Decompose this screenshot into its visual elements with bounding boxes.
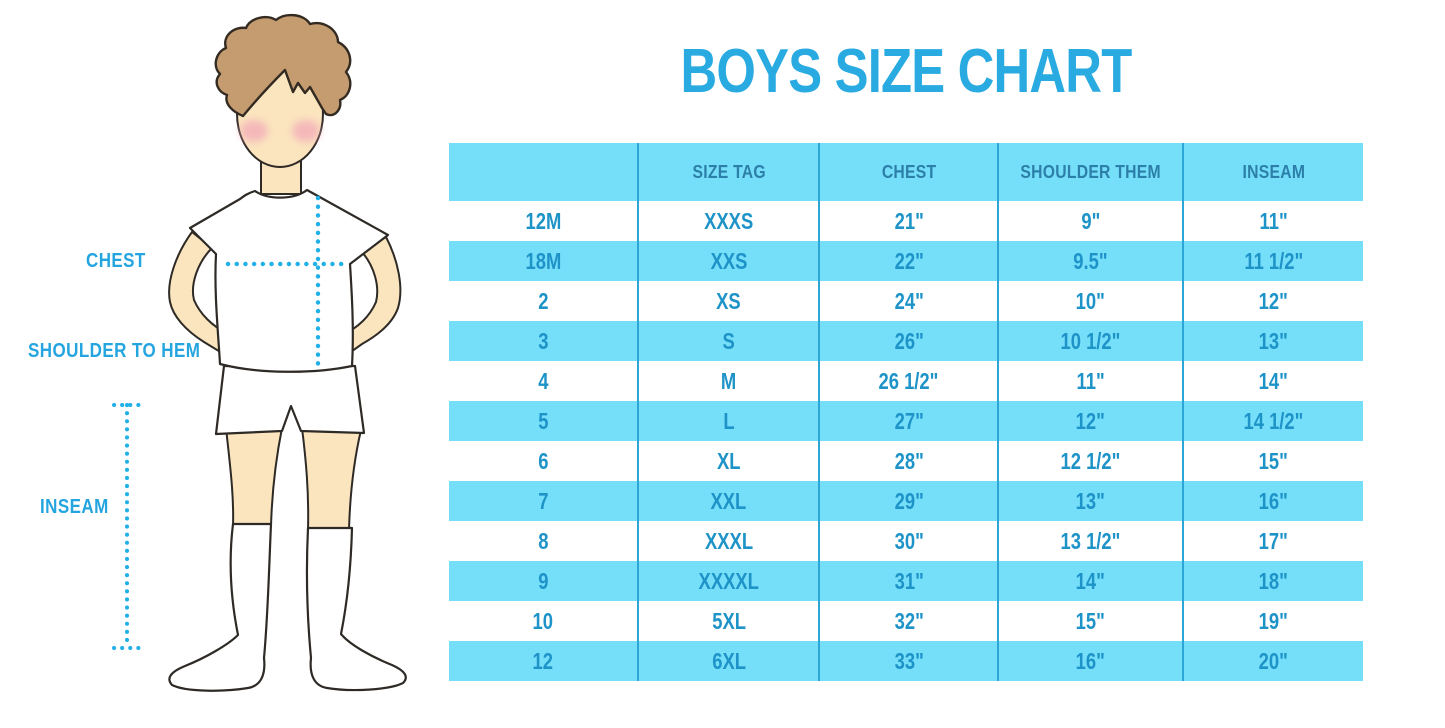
table-cell: 19" (1182, 601, 1363, 641)
table-cell: 17" (1182, 521, 1363, 561)
table-cell: 5XL (637, 601, 818, 641)
table-row: 12M XXXS 21" 9" 11" (449, 201, 1363, 241)
table-cell: XXXXL (637, 561, 818, 601)
table-cell: 4 (538, 367, 549, 394)
table-cell: 27" (818, 401, 997, 441)
table-row: 5 L 27" 12" 14 1/2" (449, 401, 1363, 441)
table-cell: 26 1/2" (818, 361, 997, 401)
header-cell: SIZE TAG (637, 143, 818, 201)
table-cell: 14" (1182, 361, 1363, 401)
table-cell: XXS (637, 241, 818, 281)
table-cell: 21" (818, 201, 997, 241)
table-cell: 11" (1182, 201, 1363, 241)
header-cell: SHOULDER THEM (997, 143, 1182, 201)
table-cell: 18" (1182, 561, 1363, 601)
table-cell: 10 (532, 607, 554, 634)
table-cell: 13" (1182, 321, 1363, 361)
table-cell: 26" (818, 321, 997, 361)
right-leg (300, 426, 363, 531)
table-cell: 33" (818, 641, 997, 681)
boy-figure-illustration (112, 13, 407, 692)
shoulder-to-hem-label: SHOULDER TO HEM (28, 340, 201, 362)
table-cell: 8 (538, 527, 549, 554)
table-row: 4 M 26 1/2" 11" 14" (449, 361, 1363, 401)
table-row: 9 XXXXL 31" 14" 18" (449, 561, 1363, 601)
table-row: 18M XXS 22" 9.5" 11 1/2" (449, 241, 1363, 281)
table-cell: 2 (538, 287, 549, 314)
table-cell: 9.5" (997, 241, 1182, 281)
shorts (214, 364, 366, 436)
header-cell-empty (449, 143, 637, 201)
table-cell: 11 1/2" (1182, 241, 1363, 281)
table-cell: 15" (997, 601, 1182, 641)
boy-figure-panel: CHEST SHOULDER TO HEM INSEAM (0, 0, 450, 723)
table-cell: 14 1/2" (1182, 401, 1363, 441)
table-cell: 12 1/2" (997, 441, 1182, 481)
table-cell: XXXL (637, 521, 818, 561)
table-cell: 12 (532, 647, 554, 674)
table-cell: L (637, 401, 818, 441)
inseam-dotted-line (112, 403, 143, 650)
table-cell: M (637, 361, 818, 401)
table-cell: XL (637, 441, 818, 481)
header-cell: INSEAM (1182, 143, 1363, 201)
table-cell: 13" (997, 481, 1182, 521)
table-cell: XXXS (637, 201, 818, 241)
table-cell: 5 (538, 407, 549, 434)
table-cell: 28" (818, 441, 997, 481)
page-title: BOYS SIZE CHART (680, 37, 1133, 106)
table-cell: 20" (1182, 641, 1363, 681)
table-row: 2 XS 24" 10" 12" (449, 281, 1363, 321)
table-row: 12 6XL 33" 16" 20" (449, 641, 1363, 681)
table-cell: 12" (1182, 281, 1363, 321)
header-cell: CHEST (818, 143, 997, 201)
chest-label: CHEST (86, 250, 146, 272)
size-table: SIZE TAG CHEST SHOULDER THEM INSEAM 12M XXXS… (449, 143, 1363, 681)
table-cell: XXL (637, 481, 818, 521)
table-cell: S (637, 321, 818, 361)
left-sock (168, 522, 273, 692)
table-cell: 9" (997, 201, 1182, 241)
table-cell: 12" (997, 401, 1182, 441)
inseam-label: INSEAM (40, 496, 109, 518)
table-cell: 32" (818, 601, 997, 641)
table-row: 3 S 26" 10 1/2" 13" (449, 321, 1363, 361)
table-cell: 18M (525, 247, 562, 274)
left-leg (224, 427, 284, 527)
table-cell: 9 (538, 567, 549, 594)
table-cell: 24" (818, 281, 997, 321)
table-cell: 13 1/2" (997, 521, 1182, 561)
table-row: 7 XXL 29" 13" 16" (449, 481, 1363, 521)
table-cell: 16" (1182, 481, 1363, 521)
t-shirt (188, 188, 390, 373)
table-cell: 22" (818, 241, 997, 281)
table-cell: 10" (997, 281, 1182, 321)
table-cell: 29" (818, 481, 997, 521)
table-row: 6 XL 28" 12 1/2" 15" (449, 441, 1363, 481)
table-cell: 7 (538, 487, 549, 514)
table-row: 10 5XL 32" 15" 19" (449, 601, 1363, 641)
table-cell: 14" (997, 561, 1182, 601)
table-row: 8 XXXL 30" 13 1/2" 17" (449, 521, 1363, 561)
table-cell: 16" (997, 641, 1182, 681)
table-cell: XS (637, 281, 818, 321)
table-cell: 12M (525, 207, 562, 234)
blush-left-cheek (240, 120, 268, 142)
table-cell: 6XL (637, 641, 818, 681)
table-cell: 11" (997, 361, 1182, 401)
table-cell: 6 (538, 447, 549, 474)
table-cell: 31" (818, 561, 997, 601)
table-body: 12M XXXS 21" 9" 11" 18M XXS 22" 9.5" 11 1/2" 2 XS 24… (449, 201, 1363, 681)
table-header-row: SIZE TAG CHEST SHOULDER THEM INSEAM (449, 143, 1363, 201)
hair (214, 13, 352, 118)
table-cell: 3 (538, 327, 549, 354)
blush-right-cheek (292, 120, 320, 142)
table-cell: 30" (818, 521, 997, 561)
right-sock (305, 526, 407, 692)
table-cell: 15" (1182, 441, 1363, 481)
table-cell: 10 1/2" (997, 321, 1182, 361)
